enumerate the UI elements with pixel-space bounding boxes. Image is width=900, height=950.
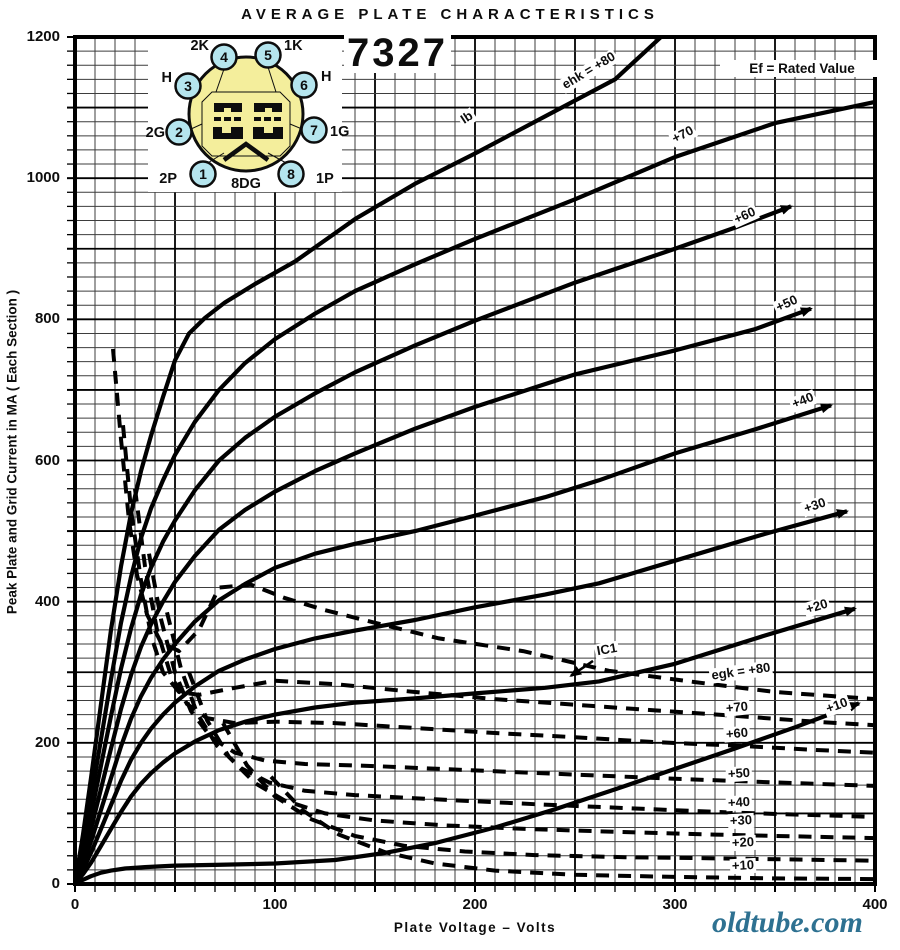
tube-base-label: 8DG	[231, 176, 261, 192]
electrode-symbols	[213, 103, 283, 139]
pin-5-number: 5	[264, 47, 272, 63]
ib-curve-+40	[73, 403, 833, 885]
ic1-curve-+50	[147, 553, 876, 788]
ic1-curve-+10	[269, 775, 876, 882]
ib-curve-+60	[72, 204, 793, 885]
pin-1-number: 1	[199, 166, 207, 182]
pin-7-circle	[300, 116, 328, 144]
ib-curve-+20	[73, 606, 857, 886]
pin-6-number: 6	[300, 77, 308, 93]
pin-7-number: 7	[310, 122, 318, 138]
ic1-curve-+20	[221, 722, 876, 863]
pin-2-label: 2G	[146, 125, 165, 141]
ib-curve-+70	[72, 99, 876, 885]
ic1-curve-+70	[121, 425, 876, 728]
curve-traces	[72, 35, 876, 886]
plot-frame-and-ticks	[67, 35, 877, 892]
ic1-curve-+40	[165, 611, 876, 819]
ic1-pointer-arrow	[569, 659, 594, 677]
pin-8-circle	[277, 160, 305, 188]
pin-5-label: 1K	[284, 38, 303, 54]
pin-3-number: 3	[184, 78, 192, 94]
pin-1-label: 2P	[159, 171, 177, 187]
pin-3-circle	[174, 72, 202, 100]
ic1-curve-+30	[187, 671, 876, 841]
ib-curve-+80	[72, 35, 663, 885]
pin-4-circle	[210, 43, 238, 71]
ic1-curve-+60	[133, 488, 876, 755]
pin-8-label: 1P	[316, 171, 334, 187]
ic1-curve-+80	[111, 348, 876, 702]
pin-6-circle	[290, 71, 318, 99]
pin-7-label: 1G	[330, 124, 349, 140]
heater-chevron	[222, 141, 270, 162]
ib-curve-+50	[72, 306, 813, 885]
pin-4-number: 4	[220, 49, 228, 65]
pin-8-number: 8	[287, 166, 295, 182]
ib-curve-+10	[74, 701, 861, 886]
pin-1-circle	[189, 160, 217, 188]
pin-4-label: 2K	[190, 38, 209, 54]
plot-border	[73, 35, 877, 886]
pin-5-circle	[254, 41, 282, 69]
ib-curve-+30	[73, 509, 849, 886]
pin-2-circle	[165, 118, 193, 146]
pin-3-label: H	[162, 70, 172, 86]
pin-6-label: H	[321, 69, 331, 85]
tube-envelope-circle	[187, 55, 305, 173]
pin-2-number: 2	[175, 124, 183, 140]
